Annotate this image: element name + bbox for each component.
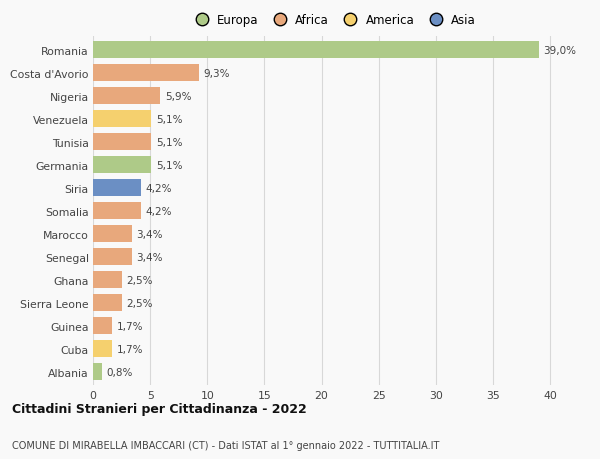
Text: 0,8%: 0,8% [107,367,133,377]
Bar [93,42,539,59]
Bar [93,249,132,265]
Legend: Europa, Africa, America, Asia: Europa, Africa, America, Asia [190,14,476,28]
Bar [93,226,132,242]
Text: 5,1%: 5,1% [156,137,182,147]
Bar [93,318,112,334]
Bar [93,111,151,128]
Bar [93,88,160,105]
Text: 4,2%: 4,2% [146,206,172,216]
Text: 3,4%: 3,4% [136,229,163,239]
Text: 39,0%: 39,0% [543,45,576,56]
Bar [93,272,122,288]
Bar [93,295,122,311]
Text: 1,7%: 1,7% [117,344,143,354]
Bar [93,364,102,380]
Bar [93,180,141,196]
Bar [93,341,112,357]
Bar [93,65,199,82]
Bar [93,134,151,151]
Text: 3,4%: 3,4% [136,252,163,262]
Bar [93,203,141,219]
Text: 1,7%: 1,7% [117,321,143,331]
Text: 5,1%: 5,1% [156,160,182,170]
Text: 5,9%: 5,9% [165,91,191,101]
Text: 5,1%: 5,1% [156,114,182,124]
Text: COMUNE DI MIRABELLA IMBACCARI (CT) - Dati ISTAT al 1° gennaio 2022 - TUTTITALIA.: COMUNE DI MIRABELLA IMBACCARI (CT) - Dat… [12,440,439,450]
Text: Cittadini Stranieri per Cittadinanza - 2022: Cittadini Stranieri per Cittadinanza - 2… [12,403,307,415]
Text: 9,3%: 9,3% [204,68,230,78]
Text: 4,2%: 4,2% [146,183,172,193]
Text: 2,5%: 2,5% [126,298,152,308]
Bar [93,157,151,174]
Text: 2,5%: 2,5% [126,275,152,285]
